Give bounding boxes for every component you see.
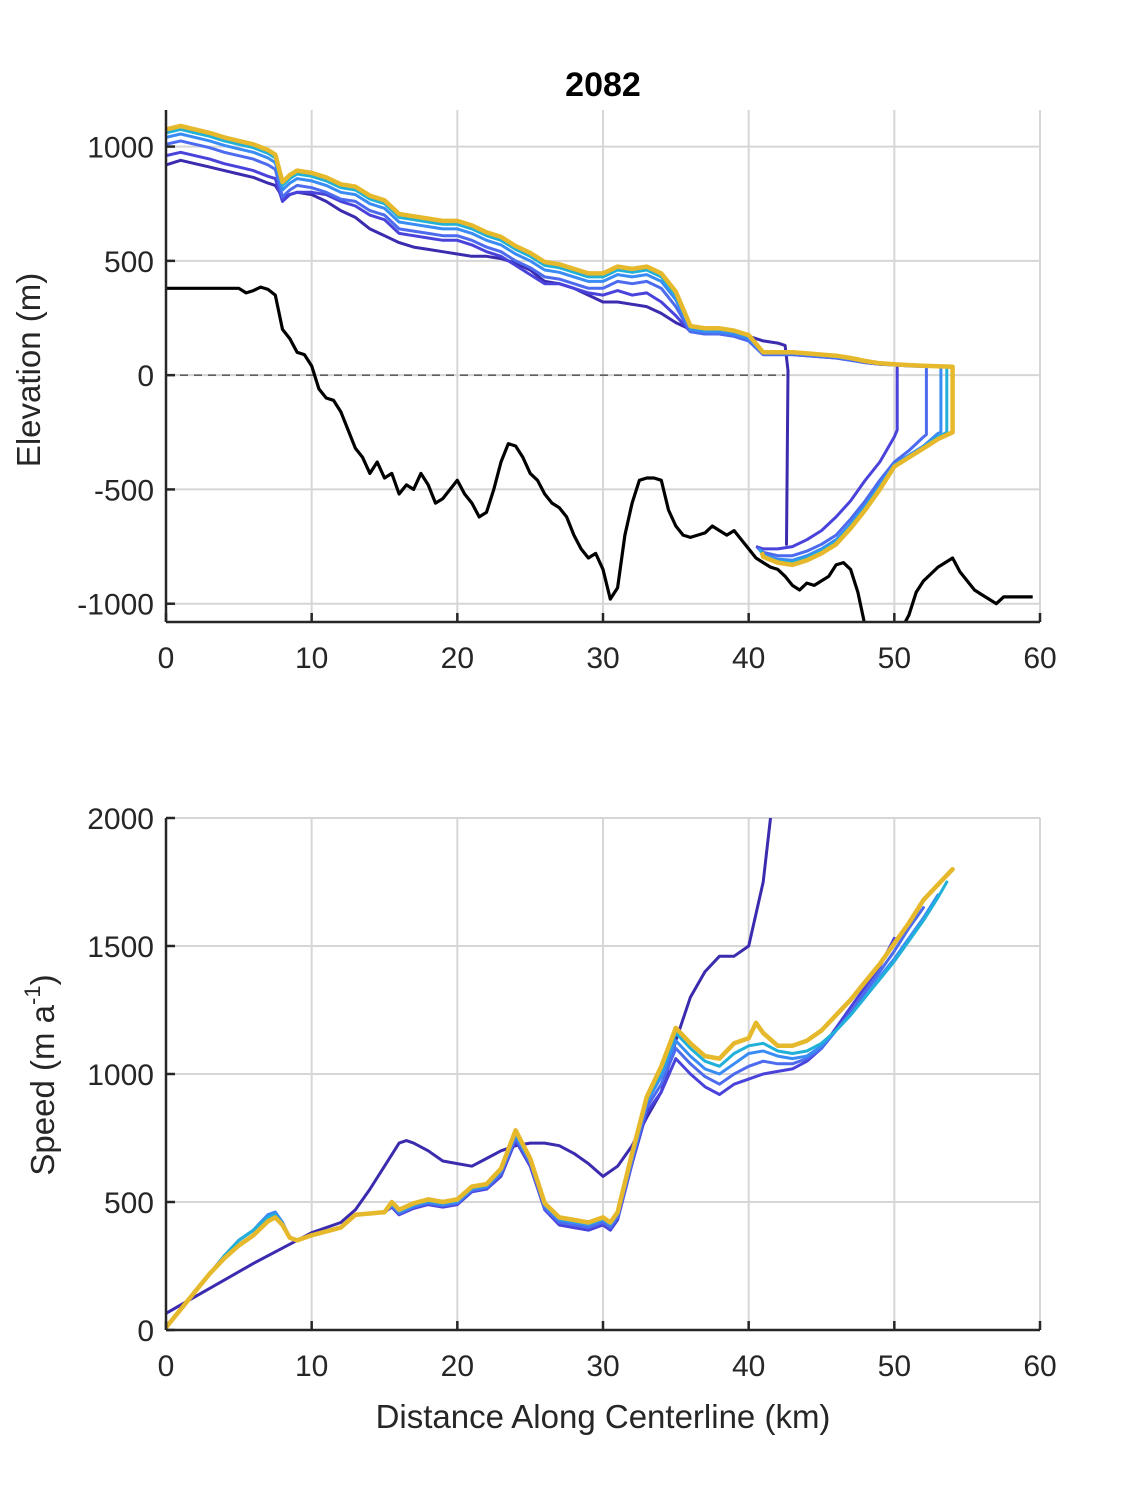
speed-chart: 0 10 20 30 40 50 60 0 500 1000 1500 2000 Speed (m a… xyxy=(20,803,1057,1435)
speed-series-2 xyxy=(166,906,925,1329)
speed-y-tick-label: 1500 xyxy=(87,931,154,964)
elevation-y-tick-label: -1000 xyxy=(77,589,154,622)
speed-x-axis-label: Distance Along Centerline (km) xyxy=(376,1398,831,1435)
elevation-data xyxy=(166,123,1033,622)
speed-y-tick-label: 1000 xyxy=(87,1059,154,1092)
elevation-x-tick-label: 50 xyxy=(878,642,911,675)
elevation-y-tick-label: 0 xyxy=(137,360,154,393)
ice-shelf-bottom-0 xyxy=(755,366,899,551)
speed-series-5 xyxy=(166,866,955,1330)
elevation-x-tick-label: 30 xyxy=(586,642,619,675)
elevation-series-3 xyxy=(166,132,940,368)
speed-grid xyxy=(165,817,1041,1331)
speed-tick-labels: 0 10 20 30 40 50 60 0 500 1000 1500 2000 xyxy=(87,803,1056,1383)
speed-y-label-superscript: -1 xyxy=(20,985,45,1005)
elevation-plot-area xyxy=(166,123,1033,622)
elevation-y-tick-label: 500 xyxy=(104,246,154,279)
bed-line xyxy=(166,285,1033,622)
speed-x-tick-label: 40 xyxy=(732,1350,765,1383)
elevation-x-tick-label: 0 xyxy=(158,642,175,675)
speed-plot-area xyxy=(166,818,955,1330)
ice-shelf-bottom-1 xyxy=(756,366,928,558)
elevation-chart: 0 10 20 30 40 50 60 -1000 -500 0 500 1000 Elevation… xyxy=(10,110,1057,675)
elevation-tick-labels: 0 10 20 30 40 50 60 -1000 -500 0 500 1000 xyxy=(77,132,1056,675)
speed-y-label-main: Speed (m a xyxy=(24,1004,61,1175)
speed-series-0 xyxy=(166,818,772,1315)
elevation-x-tick-label: 60 xyxy=(1023,642,1056,675)
elevation-y-tick-label: 1000 xyxy=(87,132,154,165)
speed-y-tick-label: 2000 xyxy=(87,803,154,836)
elevation-axes xyxy=(164,110,1042,624)
speed-series-4 xyxy=(166,880,949,1329)
chart-title: 2082 xyxy=(565,66,641,104)
elevation-x-tick-label: 20 xyxy=(441,642,474,675)
elevation-series-5 xyxy=(166,123,955,369)
speed-axes xyxy=(164,816,1042,1332)
speed-x-tick-label: 30 xyxy=(586,1350,619,1383)
speed-x-tick-label: 60 xyxy=(1023,1350,1056,1383)
speed-x-tick-label: 20 xyxy=(441,1350,474,1383)
speed-y-label-close: ) xyxy=(24,974,61,985)
elevation-x-tick-label: 10 xyxy=(295,642,328,675)
speed-x-tick-label: 0 xyxy=(158,1350,175,1383)
elevation-y-axis-label: Elevation (m) xyxy=(10,273,47,467)
elevation-y-tick-label: -500 xyxy=(94,474,154,507)
speed-y-axis-label: Speed (m a-1) xyxy=(20,974,61,1175)
speed-data xyxy=(166,818,955,1330)
ice-shelf-bottom-4 xyxy=(759,366,955,568)
speed-x-tick-label: 10 xyxy=(295,1350,328,1383)
speed-series-1 xyxy=(166,936,896,1329)
speed-y-tick-label: 500 xyxy=(104,1187,154,1220)
speed-series-3 xyxy=(166,893,940,1329)
elevation-series-0 xyxy=(166,158,790,546)
speed-x-tick-label: 50 xyxy=(878,1350,911,1383)
elevation-x-tick-label: 40 xyxy=(732,642,765,675)
speed-y-tick-label: 0 xyxy=(137,1315,154,1348)
